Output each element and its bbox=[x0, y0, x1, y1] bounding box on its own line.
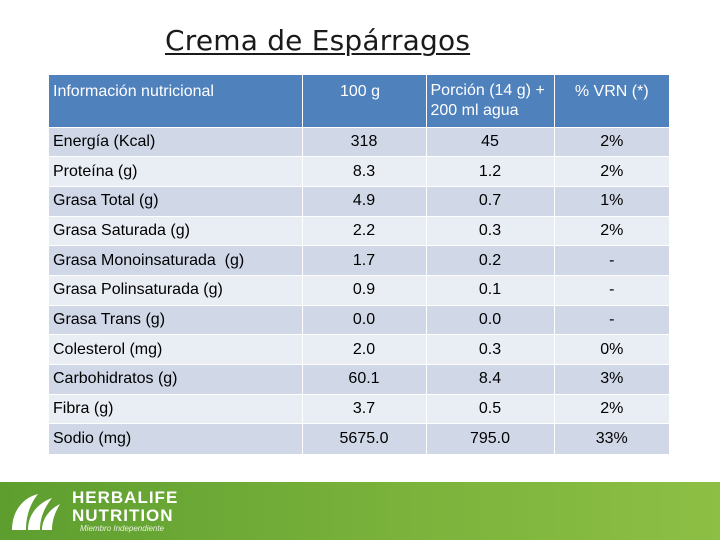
row-value-portion: 0.3 bbox=[426, 334, 555, 365]
row-value-vrn: 2% bbox=[554, 156, 669, 187]
table-header-row: Información nutricional 100 g Porción (1… bbox=[49, 75, 669, 127]
row-value-portion: 0.0 bbox=[426, 304, 555, 335]
table-row: Carbohidratos (g) 60.1 8.4 3% bbox=[49, 364, 669, 395]
row-value-portion: 0.1 bbox=[426, 274, 555, 306]
row-value-vrn: 33% bbox=[554, 423, 669, 454]
table-row: Energía (Kcal) 318 45 2% bbox=[49, 126, 669, 157]
row-value-vrn: 2% bbox=[554, 126, 669, 157]
header-100g: 100 g bbox=[302, 75, 427, 127]
row-value-100g: 0.0 bbox=[302, 304, 427, 335]
page-title: Crema de Espárragos bbox=[165, 24, 471, 57]
row-value-vrn: - bbox=[554, 245, 669, 276]
header-vrn: % VRN (*) bbox=[554, 75, 669, 127]
row-value-100g: 1.7 bbox=[302, 245, 427, 276]
table-row: Grasa Trans (g) 0.0 0.0 - bbox=[49, 304, 669, 335]
row-value-portion: 795.0 bbox=[426, 423, 555, 454]
row-value-vrn: - bbox=[554, 304, 669, 335]
row-value-100g: 3.7 bbox=[302, 393, 427, 424]
table-row: Sodio (mg) 5675.0 795.0 33% bbox=[49, 423, 669, 454]
row-value-portion: 8.4 bbox=[426, 364, 555, 395]
row-label: Sodio (mg) bbox=[49, 423, 303, 454]
row-value-vrn: 2% bbox=[554, 393, 669, 424]
row-label: Energía (Kcal) bbox=[49, 126, 303, 157]
row-value-vrn: 2% bbox=[554, 215, 669, 246]
row-value-portion: 0.7 bbox=[426, 185, 555, 217]
row-label: Carbohidratos (g) bbox=[49, 364, 303, 395]
row-label: Proteína (g) bbox=[49, 156, 303, 187]
row-value-100g: 8.3 bbox=[302, 156, 427, 187]
table-row: Grasa Monoinsaturada (g) 1.7 0.2 - bbox=[49, 245, 669, 276]
footer-bar bbox=[0, 482, 720, 540]
logo-text-herbalife: HERBALIFE bbox=[72, 488, 179, 507]
table-row: Grasa Polinsaturada (g) 0.9 0.1 - bbox=[49, 274, 669, 306]
row-value-vrn: 0% bbox=[554, 334, 669, 365]
row-label: Fibra (g) bbox=[49, 393, 303, 424]
row-label: Grasa Saturada (g) bbox=[49, 215, 303, 246]
row-value-portion: 45 bbox=[426, 126, 555, 157]
row-label: Grasa Monoinsaturada (g) bbox=[49, 245, 303, 276]
row-value-portion: 1.2 bbox=[426, 156, 555, 187]
herbalife-leaf-icon bbox=[12, 494, 60, 530]
row-value-portion: 0.5 bbox=[426, 393, 555, 424]
row-value-portion: 0.2 bbox=[426, 245, 555, 276]
row-value-100g: 0.9 bbox=[302, 274, 427, 306]
logo-text-nutrition: NUTRITION bbox=[72, 506, 174, 525]
row-label: Grasa Trans (g) bbox=[49, 304, 303, 335]
row-value-100g: 2.2 bbox=[302, 215, 427, 246]
row-value-100g: 318 bbox=[302, 126, 427, 157]
table-row: Fibra (g) 3.7 0.5 2% bbox=[49, 393, 669, 424]
row-value-100g: 60.1 bbox=[302, 364, 427, 395]
table-row: Proteína (g) 8.3 1.2 2% bbox=[49, 156, 669, 187]
row-label: Grasa Total (g) bbox=[49, 185, 303, 217]
row-value-vrn: 1% bbox=[554, 185, 669, 217]
herbalife-logo: HERBALIFE NUTRITION Miembro Independient… bbox=[8, 488, 208, 534]
row-value-100g: 2.0 bbox=[302, 334, 427, 365]
table-row: Grasa Saturada (g) 2.2 0.3 2% bbox=[49, 215, 669, 246]
row-value-100g: 5675.0 bbox=[302, 423, 427, 454]
row-label: Colesterol (mg) bbox=[49, 334, 303, 365]
row-value-portion: 0.3 bbox=[426, 215, 555, 246]
row-value-vrn: 3% bbox=[554, 364, 669, 395]
row-label: Grasa Polinsaturada (g) bbox=[49, 274, 303, 306]
header-portion: Porción (14 g) + 200 ml agua bbox=[426, 75, 555, 127]
row-value-100g: 4.9 bbox=[302, 185, 427, 217]
nutrition-table: Información nutricional 100 g Porción (1… bbox=[49, 75, 669, 454]
row-value-vrn: - bbox=[554, 274, 669, 306]
header-info: Información nutricional bbox=[49, 75, 303, 127]
table-row: Grasa Total (g) 4.9 0.7 1% bbox=[49, 185, 669, 217]
table-row: Colesterol (mg) 2.0 0.3 0% bbox=[49, 334, 669, 365]
logo-subtitle: Miembro Independiente bbox=[80, 524, 165, 533]
